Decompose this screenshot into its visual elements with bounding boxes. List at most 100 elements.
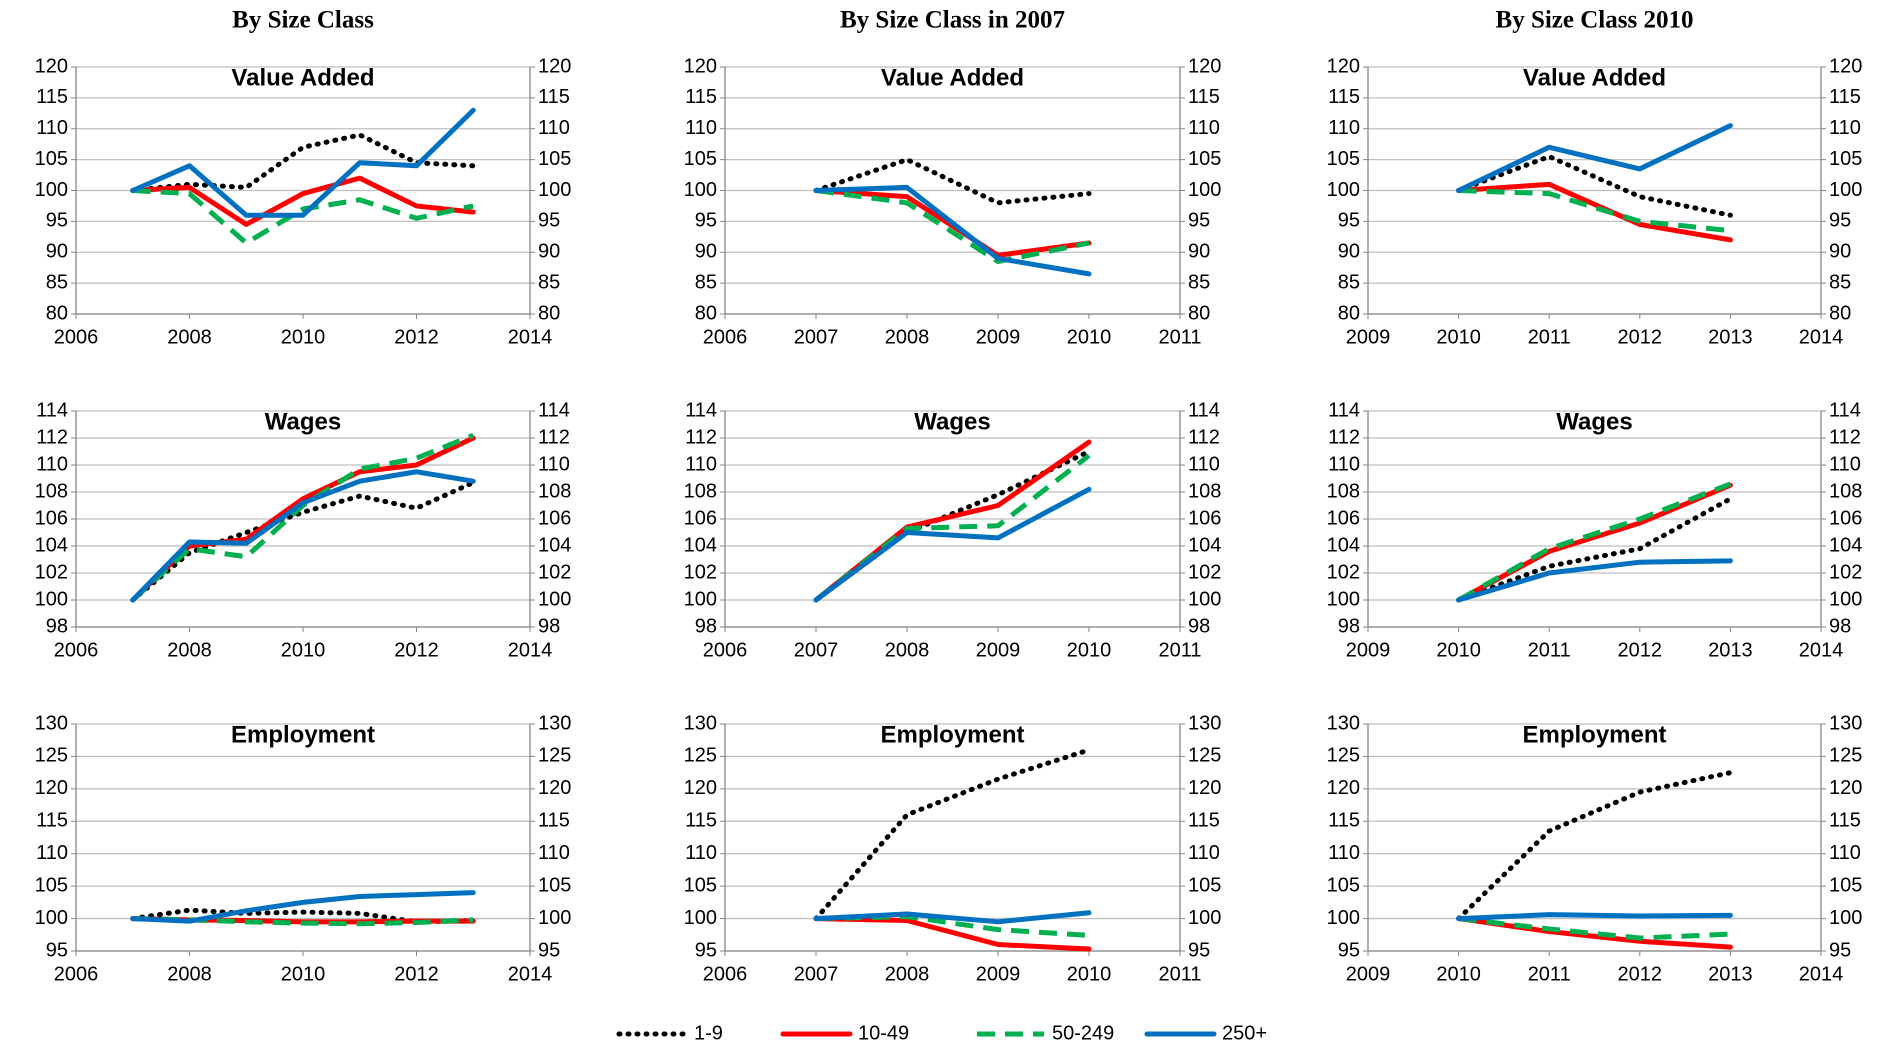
y2-tick-label: 105 — [538, 874, 571, 896]
chart-title: Employment — [1522, 721, 1666, 748]
y2-tick-label: 120 — [538, 777, 571, 799]
y-tick-label: 114 — [36, 399, 68, 421]
y-tick-label: 115 — [685, 86, 717, 108]
x-tick-label: 2007 — [794, 326, 839, 348]
y2-tick-label: 112 — [1829, 426, 1861, 448]
series-line — [1456, 496, 1733, 603]
series-line — [130, 907, 476, 925]
x-tick-label: 2006 — [703, 326, 748, 348]
y-tick-label: 120 — [684, 777, 717, 799]
x-tick-label: 2012 — [394, 963, 439, 985]
y-tick-label: 98 — [1338, 615, 1360, 637]
y-tick-label: 112 — [1328, 426, 1360, 448]
series-line — [815, 188, 1090, 265]
y2-tick-label: 112 — [1188, 426, 1220, 448]
y-tick-label: 95 — [46, 939, 68, 961]
y2-tick-label: 104 — [1829, 534, 1862, 556]
y-tick-label: 125 — [35, 745, 68, 767]
y2-tick-label: 130 — [1829, 712, 1862, 734]
x-tick-label: 2013 — [1708, 639, 1753, 661]
y2-tick-label: 115 — [538, 86, 570, 108]
y2-tick-label: 110 — [1829, 453, 1861, 475]
y-tick-label: 95 — [695, 939, 717, 961]
y-tick-label: 105 — [684, 874, 717, 896]
y-tick-label: 102 — [35, 561, 68, 583]
y2-tick-label: 108 — [1188, 480, 1221, 502]
y2-tick-label: 80 — [1188, 302, 1210, 324]
y2-tick-label: 110 — [538, 453, 570, 475]
y2-tick-label: 90 — [1188, 241, 1210, 263]
y-tick-label: 110 — [685, 842, 717, 864]
y2-tick-label: 115 — [1188, 810, 1220, 832]
y-tick-label: 104 — [1327, 534, 1360, 556]
y2-tick-label: 80 — [538, 302, 560, 324]
y-tick-label: 106 — [684, 507, 717, 529]
x-tick-label: 2008 — [885, 963, 930, 985]
y-tick-label: 130 — [35, 712, 68, 734]
column-title: By Size Class — [232, 7, 374, 34]
y2-tick-label: 110 — [1188, 117, 1220, 139]
y-tick-label: 100 — [1327, 179, 1360, 201]
y-tick-label: 112 — [685, 426, 717, 448]
series-line — [813, 439, 1092, 603]
x-tick-label: 2014 — [1799, 963, 1844, 985]
y2-tick-label: 120 — [1829, 777, 1862, 799]
y-tick-label: 100 — [35, 179, 68, 201]
series-line — [813, 157, 1092, 206]
x-tick-label: 2008 — [167, 639, 212, 661]
y2-tick-label: 95 — [1829, 939, 1851, 961]
series-line — [1456, 154, 1733, 218]
y2-tick-label: 115 — [1188, 86, 1220, 108]
y-tick-label: 105 — [1327, 874, 1360, 896]
y-tick-label: 110 — [1328, 117, 1360, 139]
y-tick-label: 85 — [46, 271, 68, 293]
y2-tick-label: 100 — [1829, 907, 1862, 929]
y-tick-label: 110 — [685, 453, 717, 475]
y2-tick-label: 98 — [1188, 615, 1210, 637]
x-tick-label: 2014 — [508, 326, 553, 348]
y-tick-label: 112 — [36, 426, 68, 448]
legend-label: 250+ — [1222, 1022, 1267, 1044]
y2-tick-label: 85 — [538, 271, 560, 293]
chart-title: Wages — [265, 408, 341, 435]
y-tick-label: 120 — [1327, 777, 1360, 799]
y-tick-label: 110 — [36, 842, 68, 864]
y-tick-label: 90 — [1338, 241, 1360, 263]
y-tick-label: 98 — [695, 615, 717, 637]
x-tick-label: 2011 — [1158, 963, 1201, 985]
y2-tick-label: 90 — [538, 241, 560, 263]
x-tick-label: 2008 — [167, 963, 212, 985]
y-tick-label: 130 — [684, 712, 717, 734]
y2-tick-label: 112 — [538, 426, 570, 448]
y-tick-label: 120 — [35, 55, 68, 77]
y-tick-label: 114 — [685, 399, 717, 421]
x-tick-label: 2009 — [976, 639, 1021, 661]
x-tick-label: 2012 — [1618, 963, 1663, 985]
x-tick-label: 2012 — [1618, 326, 1663, 348]
y2-tick-label: 110 — [1829, 117, 1861, 139]
y-tick-label: 108 — [684, 480, 717, 502]
chart-title: Value Added — [231, 64, 374, 91]
y2-tick-label: 105 — [1829, 874, 1862, 896]
series-line — [1456, 123, 1733, 193]
y-tick-label: 100 — [684, 588, 717, 610]
series-line — [130, 175, 476, 227]
y2-tick-label: 95 — [1188, 939, 1210, 961]
series-line — [1458, 188, 1731, 234]
x-tick-label: 2007 — [794, 639, 839, 661]
y-tick-label: 108 — [1327, 480, 1360, 502]
x-tick-label: 2011 — [1528, 639, 1571, 661]
y2-tick-label: 102 — [1829, 561, 1862, 583]
y2-tick-label: 120 — [538, 55, 571, 77]
x-tick-label: 2010 — [1067, 326, 1112, 348]
y-tick-label: 100 — [1327, 907, 1360, 929]
y-tick-label: 80 — [695, 302, 717, 324]
y2-tick-label: 110 — [1829, 842, 1861, 864]
y2-tick-label: 110 — [1188, 453, 1220, 475]
x-tick-label: 2008 — [885, 326, 930, 348]
y-tick-label: 114 — [1328, 399, 1360, 421]
y2-tick-label: 114 — [538, 399, 570, 421]
y2-tick-label: 106 — [1188, 507, 1221, 529]
y2-tick-label: 95 — [538, 210, 560, 232]
